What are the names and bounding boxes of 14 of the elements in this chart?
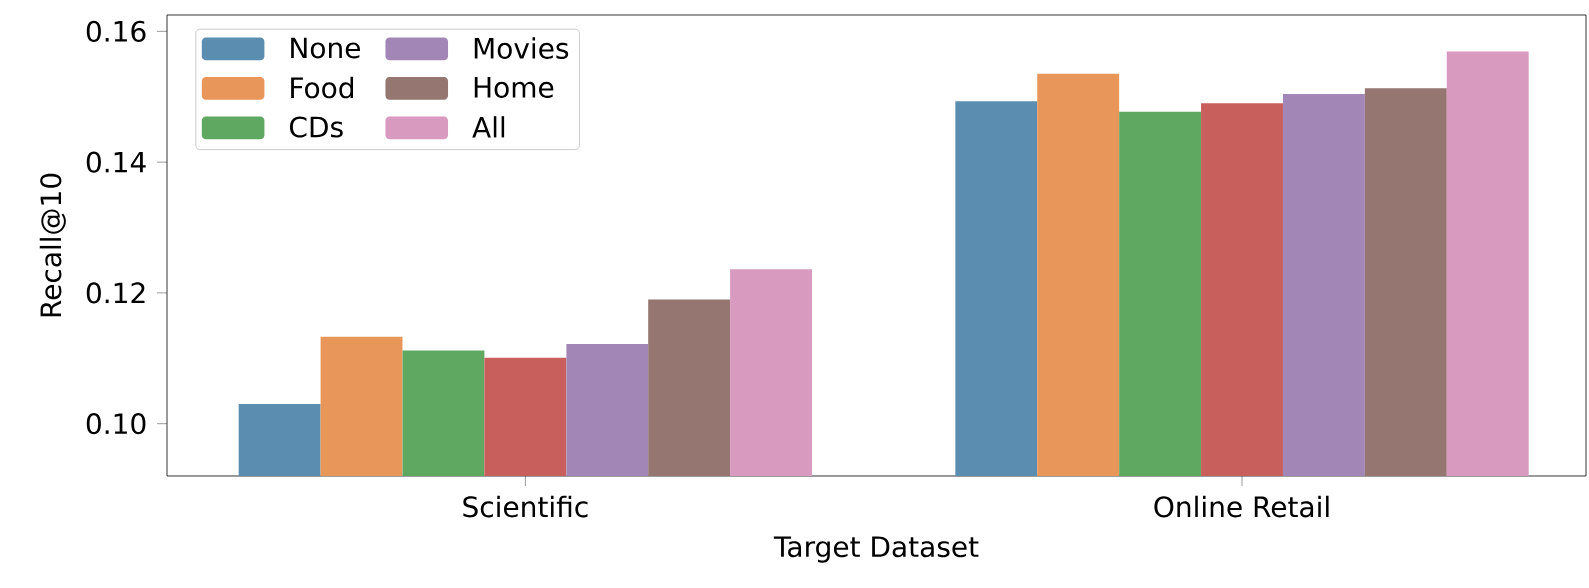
legend-label: Home [474, 77, 554, 98]
x-tick-label: Online Retail [1154, 495, 1329, 518]
legend-label: None [291, 37, 360, 59]
y-tick-label: 0.12 [86, 282, 145, 304]
legend-label: All [472, 116, 505, 138]
y-tick-label: 0.10 [86, 413, 146, 435]
legend-label: Movies [474, 37, 569, 59]
legend-label: CDs [289, 116, 343, 138]
y-tick-label: 0.16 [86, 20, 146, 42]
x-tick-label: Scientific [463, 495, 588, 518]
y-axis-title: Recall@10 [39, 173, 66, 317]
x-axis-title: Target Dataset [773, 536, 979, 563]
y-tick-label: 0.14 [86, 151, 146, 173]
legend-label: Food [291, 76, 354, 99]
